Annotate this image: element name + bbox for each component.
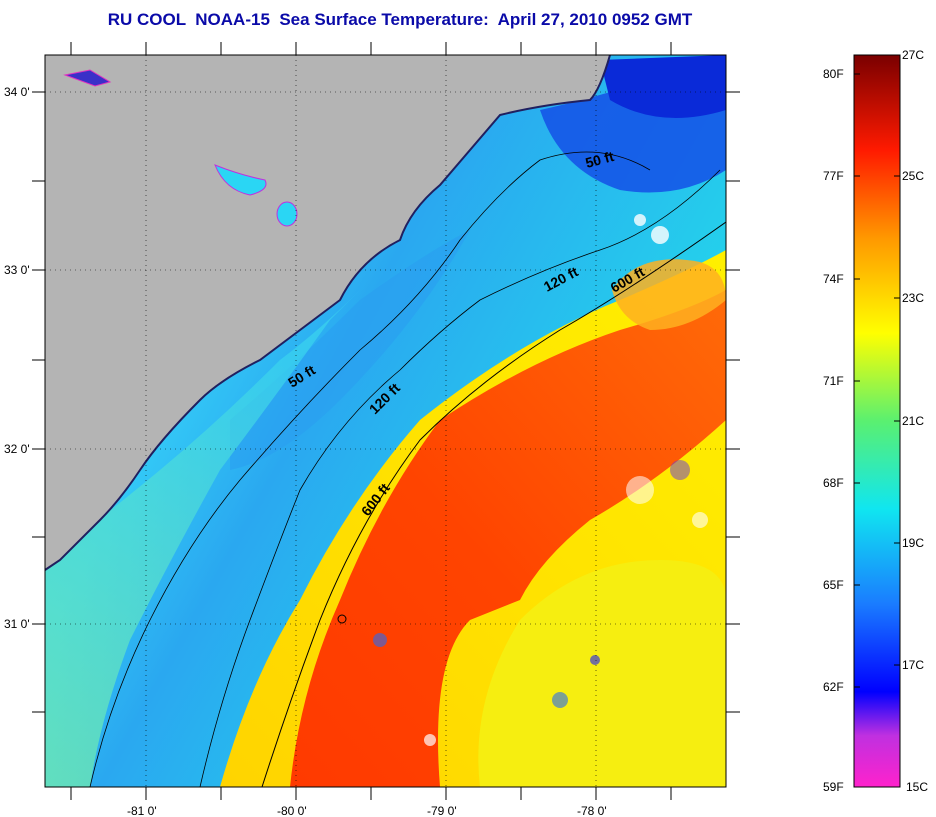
colorbar-gradient — [853, 54, 901, 788]
station-marker — [337, 614, 347, 624]
contour-600ft — [261, 221, 726, 787]
colorbar-c-17: 17C — [902, 658, 924, 672]
shelf-blue-patch — [230, 230, 470, 470]
lat-label-32: 32 0' — [4, 442, 30, 456]
colorbar-f-62: 62F — [823, 680, 844, 694]
colorbar-c-27: 27C — [902, 48, 924, 62]
lat-ticks — [32, 91, 740, 713]
colorbar-f-80: 80F — [823, 67, 844, 81]
map-panel: 50 ft 50 ft 120 ft 120 ft 600 ft 600 ft — [45, 55, 726, 787]
colorbar-f-77: 77F — [823, 169, 844, 183]
colorbar-c-15: 15C — [906, 780, 928, 794]
colorbar-f-71: 71F — [823, 374, 844, 388]
cloud-noise — [373, 214, 708, 746]
lon-label-80: -80 0' — [277, 804, 307, 817]
lon-label-78: -78 0' — [577, 804, 607, 817]
coastline — [45, 55, 611, 571]
cold-water-patch-2 — [600, 55, 726, 118]
nearshore-band — [45, 290, 360, 787]
yellow-patch — [478, 560, 726, 787]
inland-lake — [276, 201, 298, 227]
colorbar-c-23: 23C — [902, 291, 924, 305]
lon-ticks — [70, 42, 672, 800]
colorbar-c-21: 21C — [902, 414, 924, 428]
colorbar-c-19: 19C — [902, 536, 924, 550]
colorbar-f-68: 68F — [823, 476, 844, 490]
lat-label-31: 31 0' — [4, 617, 30, 631]
lat-label-34: 34 0' — [4, 85, 30, 99]
lon-label-81: -81 0' — [127, 804, 157, 817]
contour-label-50ft-north: 50 ft — [584, 148, 616, 171]
map-title: RU COOL NOAA-15 Sea Surface Temperature:… — [107, 10, 693, 29]
contour-120ft — [199, 169, 721, 787]
lat-label-33: 33 0' — [4, 263, 30, 277]
colorbar-f-59: 59F — [823, 780, 844, 794]
lon-label-79: -79 0' — [427, 804, 457, 817]
inland-water — [214, 164, 267, 196]
colorbar: 80F 77F 74F 71F 68F 65F 62F 59F 27C 25C … — [823, 48, 928, 794]
gulf-stream-core — [290, 290, 726, 787]
colorbar-c-25: 25C — [902, 169, 924, 183]
colorbar-f-65: 65F — [823, 578, 844, 592]
contour-50ft — [89, 151, 651, 787]
graticule — [45, 55, 726, 787]
eddy-ring — [612, 259, 726, 330]
land-mass — [45, 55, 610, 570]
colorbar-f-74: 74F — [823, 272, 844, 286]
inland-water-nw — [63, 69, 112, 87]
map-frame — [44, 54, 727, 788]
